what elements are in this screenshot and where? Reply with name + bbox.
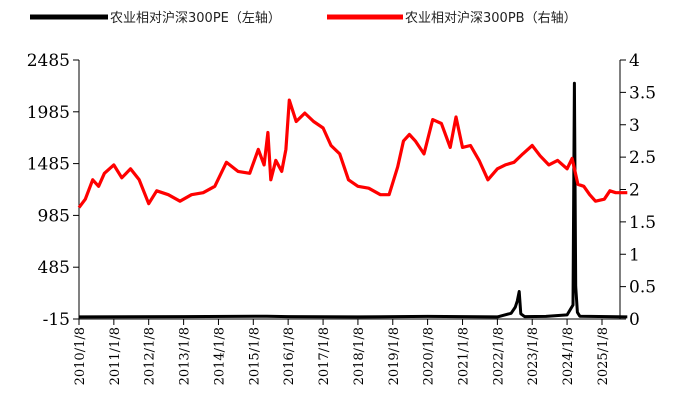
right-y-tick-label: 1 — [629, 245, 640, 265]
left-y-tick-label: 1985 — [27, 103, 70, 123]
x-tick-label: 2012/1/8 — [143, 327, 158, 385]
left-y-tick-label: 985 — [38, 206, 70, 226]
x-tick-label: 2016/1/8 — [282, 327, 297, 385]
x-tick-label: 2018/1/8 — [352, 327, 367, 385]
right-y-tick-label: 3.5 — [629, 83, 656, 103]
series-line-pe — [78, 81, 628, 319]
x-tick-label: 2010/1/8 — [73, 327, 88, 385]
x-tick-label: 2023/1/8 — [526, 327, 541, 385]
x-tick-label: 2014/1/8 — [212, 327, 227, 385]
x-tick-label: 2020/1/8 — [422, 327, 437, 385]
x-tick-label: 2022/1/8 — [491, 327, 506, 385]
left-y-tick-label: -15 — [43, 310, 70, 330]
x-tick-label: 2025/1/8 — [596, 327, 611, 385]
left-y-tick-label: 485 — [38, 258, 70, 278]
x-tick-label: 2017/1/8 — [317, 327, 332, 385]
x-tick-label: 2019/1/8 — [387, 327, 402, 385]
right-y-tick-label: 2.5 — [629, 148, 656, 168]
legend: 农业相对沪深300PE（左轴） 农业相对沪深300PB（右轴） — [30, 10, 577, 26]
right-y-tick-label: 0.5 — [629, 278, 656, 298]
right-y-tick-label: 4 — [629, 51, 640, 71]
legend-label-pb: 农业相对沪深300PB（右轴） — [405, 10, 577, 26]
right-y-tick-label: 0 — [629, 310, 640, 330]
left-y-tick-label: 2485 — [27, 51, 70, 71]
x-tick-label: 2024/1/8 — [561, 327, 576, 385]
x-tick-label: 2013/1/8 — [178, 327, 193, 385]
right-y-tick-label: 2 — [629, 181, 640, 201]
legend-label-pe: 农业相对沪深300PE（左轴） — [110, 10, 281, 26]
x-tick-label: 2021/1/8 — [457, 327, 472, 385]
right-y-tick-label: 1.5 — [629, 213, 656, 233]
x-tick-label: 2011/1/8 — [108, 327, 123, 385]
series-layer — [77, 81, 628, 319]
left-y-tick-label: 1485 — [27, 155, 70, 175]
right-y-tick-label: 3 — [629, 116, 640, 136]
series-line-pb — [77, 98, 628, 209]
axes: 2485 1985 1485 985 485 -15 4 3.5 3 2.5 2 1.5 1 0.5 0 20… — [27, 51, 656, 385]
x-tick-label: 2015/1/8 — [247, 327, 262, 385]
